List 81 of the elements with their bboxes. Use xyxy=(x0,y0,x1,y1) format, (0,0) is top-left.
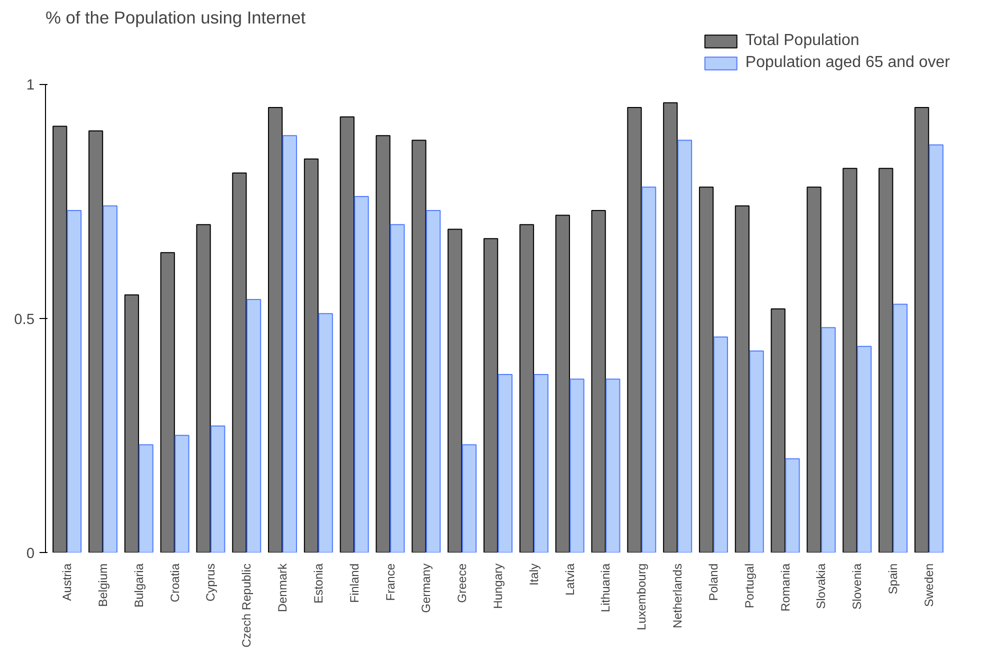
bar xyxy=(642,186,656,552)
x-tick-label: Spain xyxy=(886,563,900,594)
x-tick-label: Czech Republic xyxy=(240,563,254,648)
bar xyxy=(856,346,872,552)
x-tick-label: Slovakia xyxy=(814,563,828,609)
bar xyxy=(354,196,369,552)
x-tick-label: Cyprus xyxy=(204,563,218,602)
chart-title: % of the Population using Internet xyxy=(46,8,306,28)
bar xyxy=(318,313,333,552)
bar xyxy=(426,210,441,552)
x-tick-label: France xyxy=(383,563,398,601)
bar xyxy=(483,238,498,552)
legend-label: Total Population xyxy=(745,32,860,50)
bar xyxy=(677,140,692,552)
bar xyxy=(124,294,140,552)
bar xyxy=(448,228,462,552)
x-tick-label: Latvia xyxy=(562,563,577,596)
bar xyxy=(196,224,211,552)
x-tick-label: Greece xyxy=(455,563,470,603)
x-tick-label: Netherlands xyxy=(670,563,685,628)
bar xyxy=(806,186,822,552)
bar xyxy=(663,102,678,552)
x-tick-label: Slovenia xyxy=(850,563,864,610)
bar xyxy=(498,374,513,552)
y-tick-label: 1 xyxy=(26,78,35,94)
bar xyxy=(160,252,175,552)
bar xyxy=(892,304,908,552)
x-tick-label: Portugal xyxy=(742,563,756,608)
bar xyxy=(591,210,606,552)
x-tick-label: Denmark xyxy=(276,562,290,612)
bar xyxy=(555,214,570,552)
bar xyxy=(268,106,283,552)
x-tick-label: Poland xyxy=(706,563,720,601)
x-tick-label: Estonia xyxy=(311,563,326,604)
bar xyxy=(606,378,620,552)
bar xyxy=(102,205,118,552)
bar xyxy=(627,106,642,552)
bar xyxy=(821,327,836,552)
bar xyxy=(174,434,190,552)
bar xyxy=(340,116,354,552)
bar xyxy=(462,444,477,552)
bar xyxy=(210,426,226,552)
bar xyxy=(138,444,154,552)
bar xyxy=(749,350,764,552)
x-tick-label: Finland xyxy=(347,564,362,603)
bar xyxy=(734,205,750,552)
bar xyxy=(878,168,894,552)
bar xyxy=(246,299,262,552)
bar xyxy=(412,140,426,552)
bar xyxy=(914,106,930,552)
bar xyxy=(66,210,82,552)
bar xyxy=(770,308,786,552)
y-tick-label: 0 xyxy=(26,546,35,562)
bar xyxy=(519,224,534,552)
x-tick-label: Bulgaria xyxy=(132,563,146,608)
legend-label: Population aged 65 and over xyxy=(745,54,950,72)
x-tick-label: Lithuania xyxy=(598,563,613,612)
x-tick-label: Italy xyxy=(526,563,541,586)
bar xyxy=(713,336,728,552)
x-tick-label: Belgium xyxy=(96,563,110,607)
bar xyxy=(376,135,390,552)
bar xyxy=(698,186,714,552)
x-tick-label: Romania xyxy=(778,563,792,612)
y-tick-label: 0.5 xyxy=(14,312,34,328)
bar xyxy=(304,158,319,552)
x-tick-label: Hungary xyxy=(491,564,505,609)
bar xyxy=(282,135,298,552)
bar xyxy=(570,378,584,552)
bar xyxy=(52,126,68,552)
x-tick-label: Sweden xyxy=(922,563,936,607)
bar xyxy=(390,224,405,552)
bar xyxy=(785,458,800,552)
x-tick-label: Croatia xyxy=(168,563,182,602)
bar xyxy=(534,374,548,552)
bar xyxy=(232,172,247,552)
bar xyxy=(88,130,104,552)
x-tick-label: Austria xyxy=(60,563,74,601)
x-tick-label: Luxembourg xyxy=(634,563,649,630)
bar xyxy=(928,144,944,552)
bar xyxy=(842,168,858,552)
x-tick-label: Germany xyxy=(419,563,434,613)
